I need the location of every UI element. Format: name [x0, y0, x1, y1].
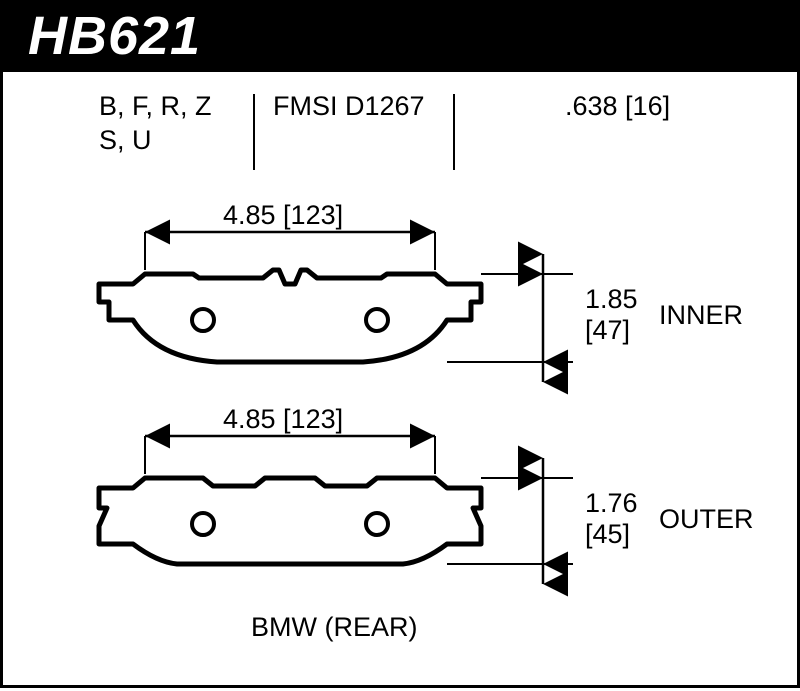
header-bar: HB621 — [0, 0, 800, 72]
inner-height-line2: [47] — [585, 315, 638, 346]
thickness-label: .638 [16] — [565, 90, 670, 124]
divider-2 — [453, 94, 455, 170]
outer-height-label: 1.76 [45] — [585, 488, 638, 550]
inner-width-label: 4.85 [123] — [223, 200, 343, 231]
outer-side-label: OUTER — [659, 504, 754, 535]
outer-height-line2: [45] — [585, 519, 638, 550]
codes-block: B, F, R, Z S, U — [99, 90, 212, 158]
footer-label: BMW (REAR) — [251, 612, 417, 643]
part-number: HB621 — [28, 5, 201, 67]
inner-side-label: INNER — [659, 300, 743, 331]
inner-height-label: 1.85 [47] — [585, 284, 638, 346]
inner-height-line1: 1.85 — [585, 284, 638, 315]
inner-pad-shape — [99, 270, 481, 362]
fmsi-label: FMSI D1267 — [273, 90, 425, 124]
diagram-frame: B, F, R, Z S, U FMSI D1267 .638 [16] — [0, 72, 800, 688]
outer-pad-shape — [99, 478, 481, 564]
codes-line2: S, U — [99, 124, 212, 158]
pad-area: 4.85 [123] 4.85 [123] 1.85 [47] INNER 1.… — [3, 212, 797, 685]
outer-width-label: 4.85 [123] — [223, 404, 343, 435]
outer-height-line1: 1.76 — [585, 488, 638, 519]
divider-1 — [253, 94, 255, 170]
codes-line1: B, F, R, Z — [99, 90, 212, 124]
info-row: B, F, R, Z S, U FMSI D1267 .638 [16] — [3, 90, 797, 170]
